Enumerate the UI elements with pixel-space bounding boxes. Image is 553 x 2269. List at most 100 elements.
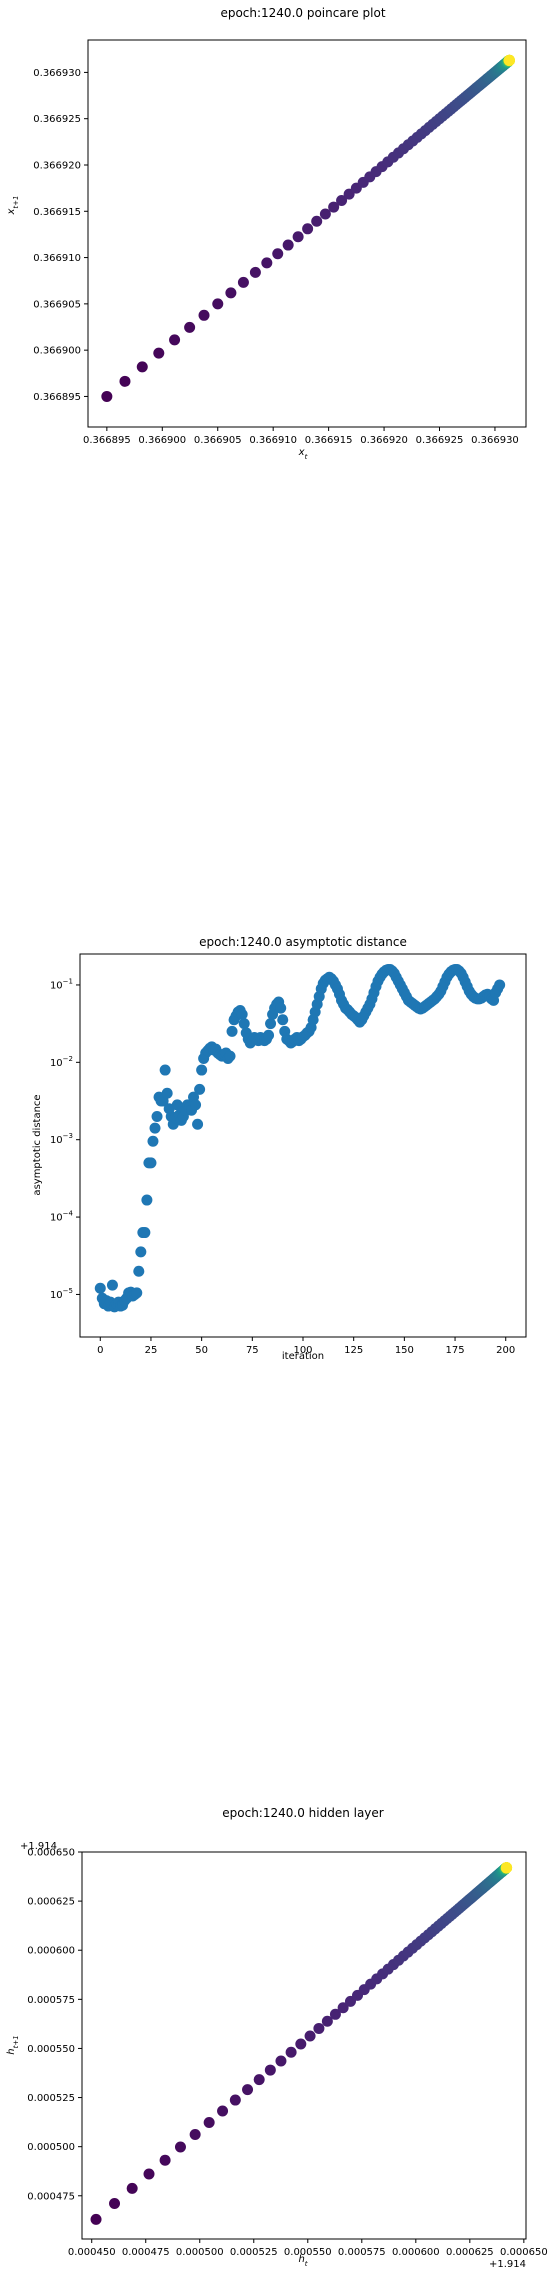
asymptotic-x-tick-label: 125 (344, 1345, 363, 1356)
poincare-point (272, 248, 284, 260)
asymptotic-point (277, 1014, 289, 1026)
asymptotic-point (133, 1265, 145, 1277)
poincare-point (282, 239, 294, 251)
poincare-point (169, 334, 181, 346)
hidden-layer-x-tick-label: 0.000500 (176, 2247, 224, 2258)
asymptotic-point (149, 1122, 161, 1134)
asymptotic-y-ticks: 10−510−410−310−210−1 (50, 977, 80, 1301)
hidden-layer-point (159, 2154, 171, 2166)
asymptotic-point (190, 1099, 202, 1111)
hidden-layer-points (90, 1862, 513, 2225)
asymptotic-point (131, 1287, 143, 1299)
poincare-x-tick-label: 0.366925 (416, 435, 464, 446)
hidden-layer-x-tick-label: 0.000650 (500, 2247, 548, 2258)
poincare-y-tick-label: 0.366925 (33, 114, 81, 125)
poincare-y-tick-label: 0.366900 (33, 346, 81, 357)
hidden-layer-axes-frame (81, 1851, 527, 2240)
poincare-point (184, 321, 196, 333)
hidden-layer-x-tick-label: 0.000600 (392, 2247, 440, 2258)
hidden-layer-point (229, 2094, 241, 2106)
poincare-point (302, 223, 314, 235)
poincare-x-tick-label: 0.366900 (138, 435, 186, 446)
asymptotic-point (106, 1279, 118, 1291)
poincare-axes-frame (87, 39, 527, 428)
poincare-point (311, 215, 323, 227)
asymptotic-points (94, 963, 506, 1313)
poincare-x-tick-label: 0.366895 (83, 435, 131, 446)
asymptotic-point (171, 1099, 183, 1111)
asymptotic-x-tick-label: 150 (395, 1345, 414, 1356)
asymptotic-point (192, 1118, 204, 1130)
hidden-layer-point (109, 2198, 121, 2210)
hidden-layer-point (242, 2084, 254, 2096)
poincare-x-tick-label: 0.366910 (249, 435, 297, 446)
poincare-x-axis-label: xt (298, 447, 308, 461)
asymptotic-x-axis-label: iteration (282, 1351, 324, 1362)
hidden-layer-x-offset-label: +1.914 (489, 2259, 526, 2269)
poincare-y-tick-label: 0.366910 (33, 253, 81, 264)
hidden-layer-y-tick-label: 0.000575 (27, 1995, 75, 2006)
poincare-chart: epoch:1240.0 poincare plot 0.366895 0.366… (6, 6, 527, 461)
hidden-layer-point (329, 2008, 341, 2020)
hidden-layer-point (253, 2074, 265, 2086)
hidden-layer-y-tick-label: 0.000625 (27, 1897, 75, 1908)
asymptotic-point (196, 1064, 208, 1076)
poincare-point (261, 257, 273, 269)
poincare-point (153, 347, 165, 359)
asymptotic-point (238, 1018, 250, 1030)
poincare-point (136, 361, 148, 373)
asymptotic-point (265, 1018, 277, 1030)
poincare-point (101, 390, 113, 402)
poincare-x-ticks: 0.366895 0.366900 0.366905 0.366910 0.366915… (83, 427, 519, 446)
hidden-layer-point (126, 2182, 138, 2194)
asymptotic-x-tick-label: 100 (293, 1345, 312, 1356)
hidden-layer-x-tick-label: 0.000550 (284, 2247, 332, 2258)
asymptotic-point (139, 1227, 151, 1239)
asymptotic-point (161, 1087, 173, 1099)
poincare-point (198, 309, 210, 321)
hidden-layer-y-offset-label: +1.914 (20, 1841, 57, 1852)
asymptotic-x-tick-label: 175 (445, 1345, 464, 1356)
asymptotic-point (263, 1029, 275, 1041)
hidden-layer-x-tick-label: 0.000475 (122, 2247, 170, 2258)
hidden-layer-y-tick-label: 0.000500 (27, 2142, 75, 2153)
asymptotic-point (141, 1194, 153, 1206)
asymptotic-point (135, 1246, 147, 1258)
asymptotic-point (151, 1110, 163, 1122)
hidden-layer-point (217, 2105, 229, 2117)
poincare-point (319, 208, 331, 220)
hidden-layer-y-tick-label: 0.000600 (27, 1946, 75, 1957)
poincare-point (237, 276, 249, 288)
asymptotic-title: epoch:1240.0 asymptotic distance (199, 935, 407, 949)
hidden-layer-point (189, 2128, 201, 2140)
asymptotic-x-tick-label: 50 (195, 1345, 208, 1356)
asymptotic-y-axis-label: asymptotic distance (32, 1094, 43, 1195)
hidden-layer-point (90, 2213, 102, 2225)
hidden-layer-point (203, 2116, 215, 2128)
hidden-layer-x-tick-label: 0.000625 (446, 2247, 494, 2258)
asymptotic-point (147, 1135, 159, 1147)
hidden-layer-x-ticks: 0.000450 0.000475 0.000500 0.000525 0.000550… (68, 2239, 548, 2258)
asymptotic-x-tick-label: 25 (145, 1345, 158, 1356)
asymptotic-point (159, 1064, 171, 1076)
poincare-x-tick-label: 0.366905 (194, 435, 242, 446)
asymptotic-point (494, 979, 506, 991)
poincare-y-ticks: 0.366895 0.366900 0.366905 0.366910 0.366915… (33, 68, 88, 403)
hidden-layer-point (264, 2064, 276, 2076)
hidden-layer-x-tick-label: 0.000450 (68, 2247, 116, 2258)
poincare-point (292, 231, 304, 243)
poincare-points (101, 54, 515, 402)
hidden-layer-y-ticks: 0.000475 0.000500 0.000525 0.000550 0.000575… (27, 1848, 82, 2202)
hidden-layer-x-tick-label: 0.000575 (338, 2247, 386, 2258)
hidden-layer-point (337, 2002, 349, 2014)
poincare-point (249, 266, 261, 278)
hidden-layer-point (313, 2022, 325, 2034)
asymptotic-x-tick-label: 75 (246, 1345, 259, 1356)
poincare-y-tick-label: 0.366920 (33, 160, 81, 171)
hidden-layer-point (321, 2015, 333, 2027)
asymptotic-point (226, 1025, 238, 1037)
hidden-layer-point (501, 1862, 513, 1874)
poincare-y-tick-label: 0.366895 (33, 392, 81, 403)
poincare-point (343, 188, 355, 200)
